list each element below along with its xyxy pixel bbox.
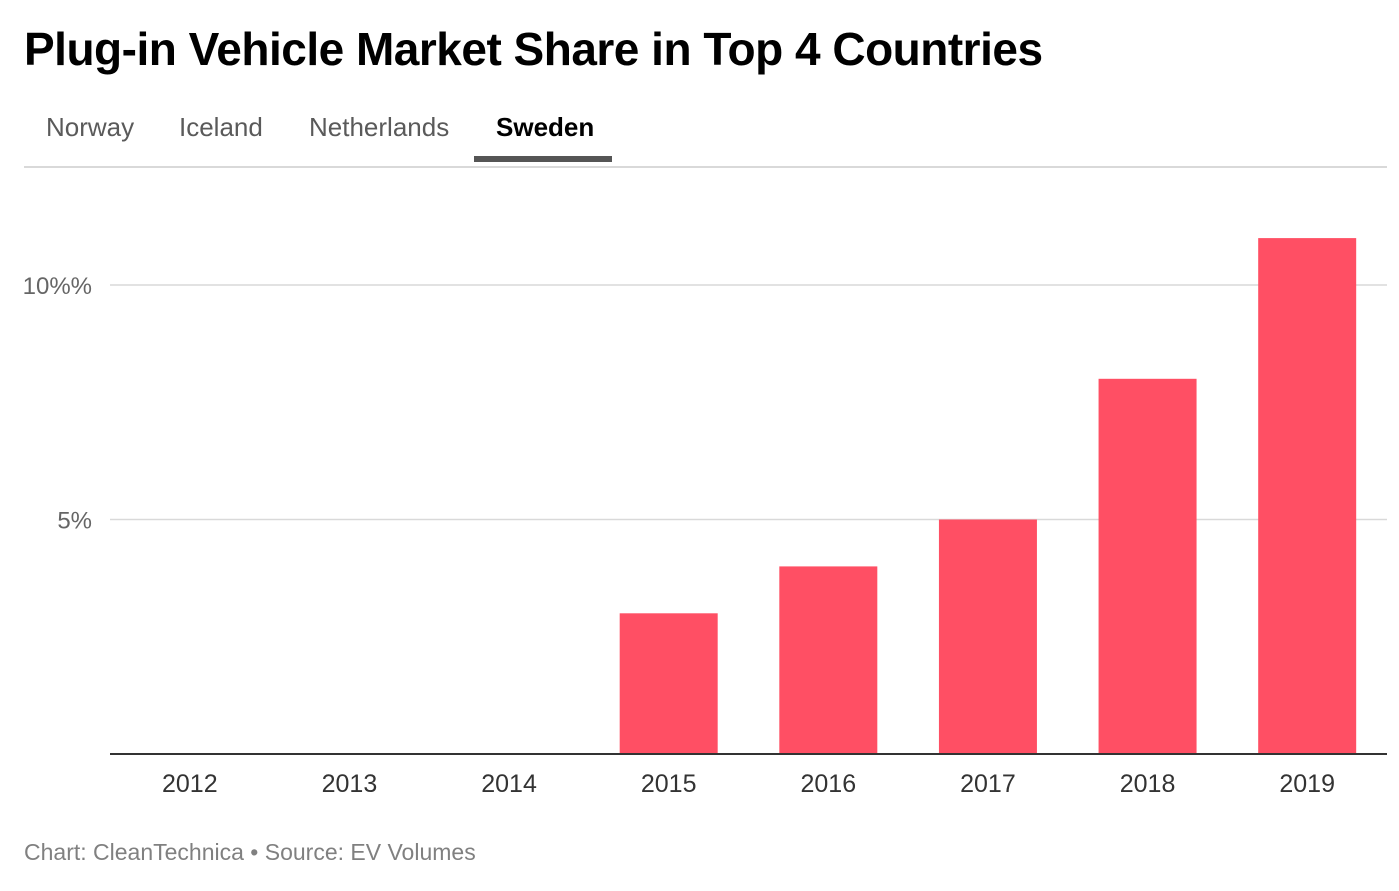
chart-credit: Chart: CleanTechnica — [24, 839, 244, 865]
bar-2016 — [779, 566, 878, 754]
tick-labels: 5% 10%% 2012 2013 2014 2015 2016 2017 2018 2019 — [23, 273, 1335, 798]
y-tick-label: 10%% — [23, 273, 92, 300]
tab-sweden[interactable]: Sweden — [496, 112, 595, 142]
bar-2019 — [1258, 238, 1357, 755]
chart-footer: Chart: CleanTechnica • Source: EV Volume… — [24, 839, 476, 866]
y-tick-label: 5% — [57, 508, 92, 535]
x-tick-label: 2017 — [960, 770, 1016, 798]
bar-2018 — [1098, 378, 1197, 754]
x-tick-label: 2013 — [322, 770, 378, 798]
bar-2015 — [619, 613, 718, 754]
chart-title: Plug-in Vehicle Market Share in Top 4 Co… — [24, 23, 1043, 75]
country-tabs: Norway Iceland Netherlands Sweden — [24, 98, 1387, 168]
tab-iceland[interactable]: Iceland — [179, 112, 263, 142]
x-tick-label: 2014 — [481, 770, 537, 798]
x-tick-label: 2018 — [1120, 770, 1176, 798]
tab-norway[interactable]: Norway — [46, 112, 135, 142]
bars — [619, 238, 1357, 755]
x-tick-label: 2016 — [801, 770, 857, 798]
bar-2017 — [938, 519, 1037, 754]
tab-netherlands[interactable]: Netherlands — [309, 112, 450, 142]
footer-separator: • — [250, 839, 259, 865]
active-tab-indicator — [474, 156, 612, 162]
source-credit: Source: EV Volumes — [264, 839, 476, 865]
x-tick-label: 2015 — [641, 770, 697, 798]
x-tick-label: 2012 — [162, 770, 218, 798]
x-tick-label: 2019 — [1279, 770, 1335, 798]
